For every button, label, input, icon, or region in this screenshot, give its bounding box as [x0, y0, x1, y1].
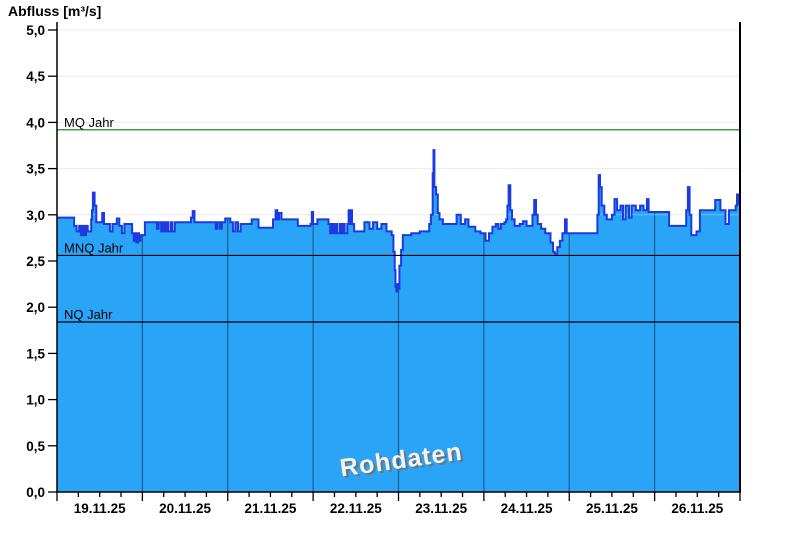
x-tick-label: 25.11.25: [586, 501, 638, 516]
y-tick-label: 4,0: [26, 115, 45, 130]
x-tick-label: 21.11.25: [245, 501, 297, 516]
y-tick-label: 2,5: [26, 254, 45, 269]
y-tick-label: 1,5: [26, 346, 45, 361]
y-tick-label: 3,0: [26, 208, 45, 223]
y-tick-label: 3,5: [26, 162, 45, 177]
ref-label-mnq-jahr: MNQ Jahr: [64, 240, 124, 255]
x-tick-label: 19.11.25: [74, 501, 126, 516]
y-tick-label: 1,0: [26, 393, 45, 408]
ref-label-mq-jahr: MQ Jahr: [64, 115, 115, 130]
series-line: [57, 149, 741, 293]
x-tick-label: 24.11.25: [501, 501, 553, 516]
chart-title: Abfluss [m³/s]: [8, 3, 102, 19]
x-tick-label: 23.11.25: [415, 501, 467, 516]
x-tick-label: 26.11.25: [671, 501, 723, 516]
series-area-fill: [57, 150, 740, 492]
x-tick-label: 22.11.25: [330, 501, 382, 516]
y-tick-label: 4,5: [26, 69, 45, 84]
x-tick-label: 20.11.25: [159, 501, 211, 516]
y-tick-label: 0,0: [26, 485, 45, 500]
y-tick-label: 2,0: [26, 300, 45, 315]
y-tick-label: 5,0: [26, 23, 45, 38]
ref-label-nq-jahr: NQ Jahr: [64, 307, 113, 322]
y-tick-label: 0,5: [26, 439, 45, 454]
